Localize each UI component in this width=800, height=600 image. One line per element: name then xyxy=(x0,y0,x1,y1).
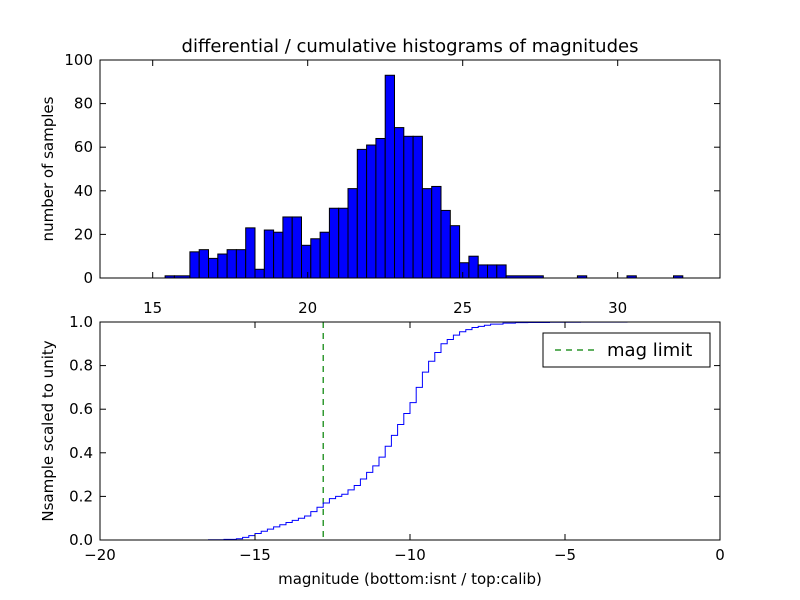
legend: mag limit xyxy=(542,332,711,368)
histogram-bar-16 xyxy=(319,231,330,279)
histogram-bar-17 xyxy=(328,207,340,279)
histogram-bar-19 xyxy=(347,188,358,279)
cumulative-xtick-label-1: −15 xyxy=(239,546,271,564)
chart-title: differential / cumulative histograms of … xyxy=(182,36,639,57)
histogram-xtick-label-1: 20 xyxy=(298,299,317,317)
cumulative-ylabel: Nsample scaled to unity xyxy=(39,340,57,521)
legend-label-mag-limit: mag limit xyxy=(607,340,692,361)
histogram-xtick-label-3: 30 xyxy=(608,299,627,317)
histogram-ytick-label-2: 40 xyxy=(74,182,93,200)
histogram-ytick-label-5: 100 xyxy=(64,51,93,69)
cumulative-step-line xyxy=(100,321,721,541)
cumulative-xtick-label-0: −20 xyxy=(84,546,116,564)
cumulative-xlabel: magnitude (bottom:isnt / top:calib) xyxy=(278,570,542,588)
histogram-bar-35 xyxy=(496,264,507,279)
histogram-bar-6 xyxy=(226,249,237,279)
histogram-axes-frame xyxy=(99,59,721,279)
histogram-bar-24 xyxy=(394,127,405,279)
histogram-bar-14 xyxy=(301,244,312,279)
histogram-bar-2 xyxy=(189,251,200,279)
histogram-bar-31 xyxy=(459,262,470,279)
histogram-bar-32 xyxy=(468,255,479,279)
histogram-xtick-label-0: 15 xyxy=(143,299,162,317)
histogram-bar-25 xyxy=(403,135,414,279)
histogram-bar-29 xyxy=(440,209,451,279)
histogram-bar-26 xyxy=(412,135,423,279)
histogram-xtick-label-2: 25 xyxy=(453,299,472,317)
cumulative-ytick-label-4: 0.8 xyxy=(69,357,93,375)
histogram-bar-9 xyxy=(254,268,265,279)
histogram-bar-7 xyxy=(235,249,247,279)
cumulative-panel: 0.0 0.2 0.4 0.6 0.8 1.0 −20 −15 −10 −5 0 Nsample s… xyxy=(39,313,725,588)
histogram-bar-13 xyxy=(291,216,303,279)
cumulative-xtick-label-3: −5 xyxy=(554,546,576,564)
histogram-bar-12 xyxy=(282,216,293,279)
histogram-bar-33 xyxy=(477,264,489,279)
histogram-bar-34 xyxy=(487,264,498,279)
histogram-bar-27 xyxy=(421,188,433,279)
cumulative-ticks: 0.0 0.2 0.4 0.6 0.8 1.0 −20 −15 −10 −5 0 xyxy=(69,313,725,564)
histogram-bar-21 xyxy=(366,144,377,279)
cumulative-ytick-label-1: 0.2 xyxy=(69,487,93,505)
histogram-bar-8 xyxy=(245,227,256,279)
histogram-bar-3 xyxy=(198,249,209,279)
histogram-bar-4 xyxy=(208,257,219,279)
histogram-ytick-label-4: 80 xyxy=(74,95,93,113)
histogram-bar-23 xyxy=(384,74,396,279)
histogram-bar-10 xyxy=(263,229,275,279)
cumulative-ytick-label-5: 1.0 xyxy=(69,313,93,331)
histogram-bar-11 xyxy=(273,231,284,279)
histogram-bar-5 xyxy=(217,253,228,279)
cumulative-xtick-label-4: 0 xyxy=(715,546,725,564)
cumulative-ytick-label-0: 0.0 xyxy=(69,531,93,549)
histogram-bar-28 xyxy=(431,185,442,279)
cumulative-axes-frame xyxy=(99,321,721,541)
cumulative-lines xyxy=(100,321,721,541)
histogram-ytick-label-3: 60 xyxy=(74,138,93,156)
histogram-bar-18 xyxy=(338,207,349,279)
histogram-ytick-label-1: 20 xyxy=(74,225,93,243)
cumulative-ytick-label-3: 0.6 xyxy=(69,400,93,418)
histogram-bar-30 xyxy=(449,225,461,279)
histogram-ytick-label-0: 0 xyxy=(83,269,93,287)
histogram-bar-15 xyxy=(310,238,321,279)
histogram-bars xyxy=(164,74,684,279)
cumulative-ytick-label-2: 0.4 xyxy=(69,444,93,462)
histogram-ticks: 0 20 40 60 80 100 15 20 25 30 xyxy=(64,51,720,317)
cumulative-xtick-label-2: −10 xyxy=(394,546,426,564)
histogram-bar-22 xyxy=(375,137,386,279)
histogram-panel: 0 20 40 60 80 100 15 20 25 30 number of samples xyxy=(39,51,721,317)
histogram-bar-20 xyxy=(356,148,368,279)
histogram-ylabel: number of samples xyxy=(39,96,57,241)
